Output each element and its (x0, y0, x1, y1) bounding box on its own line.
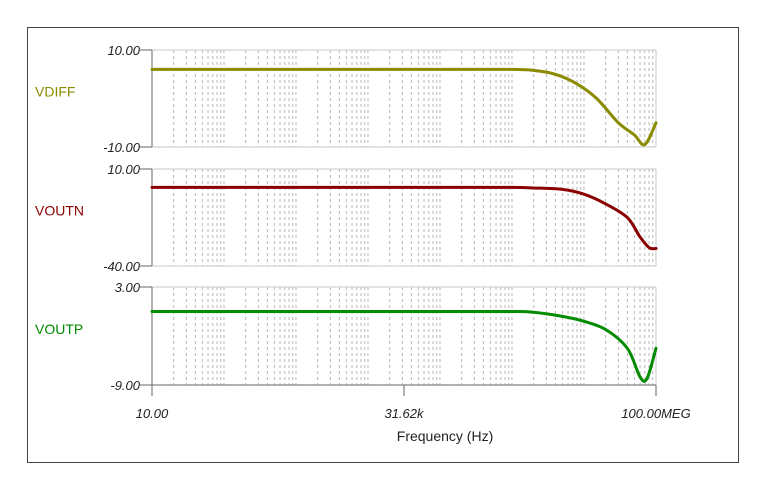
x-axis-title: Frequency (Hz) (397, 428, 493, 444)
chart-frame (27, 27, 739, 463)
y-tick-label: 10.00 (107, 43, 140, 58)
panel-vdiff: 10.00 -10.00 VDIFF (35, 43, 658, 155)
trace-label-voutn: VOUTN (35, 203, 84, 219)
x-tick-label-2: 100.00MEG (621, 406, 690, 421)
series-line-vdiff (150, 67, 658, 147)
y-tick-label: 10.00 (107, 162, 140, 177)
x-tick-label-1: 31.62k (384, 406, 425, 421)
series-line-voutn (150, 185, 658, 251)
trace-label-vdiff: VDIFF (35, 84, 75, 100)
trace-label-voutp: VOUTP (35, 321, 83, 337)
y-tick-label: 3.00 (115, 280, 141, 295)
panel-voutn: 10.00 -40.00 VOUTN (35, 162, 658, 274)
y-tick-label: -9.00 (110, 378, 140, 393)
series-line-voutp (150, 309, 658, 383)
panel-voutp: 3.00 -9.00 VOUTP (35, 280, 658, 393)
y-tick-label: -40.00 (103, 259, 141, 274)
y-tick-label: -10.00 (103, 140, 141, 155)
x-tick-label-0: 10.00 (136, 406, 169, 421)
